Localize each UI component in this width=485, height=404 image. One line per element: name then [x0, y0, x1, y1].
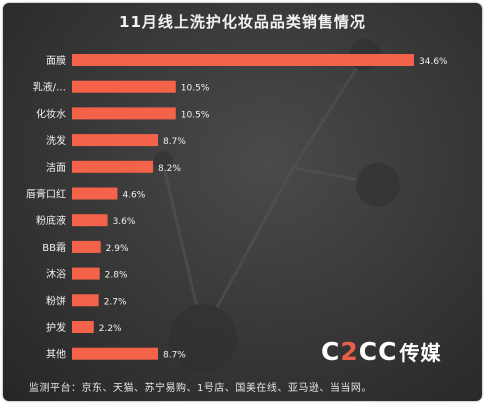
value-label: 34.6% [419, 57, 448, 67]
category-label: 唇膏口红 [26, 188, 66, 201]
bar [72, 134, 158, 147]
value-label: 2.9% [106, 244, 129, 254]
bar [72, 267, 100, 280]
bar [72, 321, 94, 333]
brand-logo: C2CC 传媒 [321, 337, 441, 366]
bars-group: 面膜 34.6% 乳液/… 10.5% 化妆水 10.5% 洗发 8.7% 洁面 8.2% 唇膏口红… [26, 54, 448, 361]
logo-part-media: 传媒 [399, 341, 442, 365]
logo-part-cc: CC [358, 337, 398, 366]
category-label: 面膜 [46, 55, 66, 67]
category-label: 乳液/… [33, 81, 66, 94]
value-label: 3.6% [113, 217, 136, 227]
chart-frame: 面膜 34.6% 乳液/… 10.5% 化妆水 10.5% 洗发 8.7% 洁面 8.2% 唇膏口红… [3, 3, 482, 401]
category-label: 洁面 [46, 161, 66, 174]
bar [72, 240, 101, 253]
category-label: 粉饼 [46, 294, 66, 307]
value-label: 4.6% [122, 191, 145, 201]
category-label: 护发 [46, 321, 66, 334]
logo-part-2: 2 [340, 337, 359, 366]
category-label: 粉底液 [36, 214, 66, 227]
bar [72, 80, 176, 93]
category-label: BB霜 [42, 242, 66, 254]
logo-part-c: C [321, 337, 341, 366]
value-label: 2.2% [99, 324, 122, 334]
value-label: 8.2% [158, 164, 181, 174]
bar-chart: 面膜 34.6% 乳液/… 10.5% 化妆水 10.5% 洗发 8.7% 洁面 8.2% 唇膏口红… [26, 39, 448, 372]
footer-source-note: 监测平台：京东、天猫、苏宁易购、1号店、国美在线、亚马逊、当当网。 [29, 383, 372, 394]
category-label: 沐浴 [46, 268, 66, 281]
chart-title: 11月线上洗护化妆品品类销售情况 [119, 13, 366, 31]
value-label: 8.7% [163, 351, 186, 361]
bar [72, 107, 176, 120]
value-label: 2.7% [104, 297, 127, 307]
bar [72, 160, 154, 173]
value-label: 8.7% [163, 137, 186, 147]
bar [72, 294, 99, 307]
bar [72, 214, 108, 227]
bar [72, 54, 414, 66]
category-label: 其他 [46, 348, 66, 361]
category-label: 洗发 [46, 134, 66, 147]
bar [72, 347, 158, 360]
bar [72, 187, 118, 200]
value-label: 10.5% [181, 110, 210, 120]
value-label: 10.5% [181, 84, 210, 94]
value-label: 2.8% [105, 271, 128, 281]
category-label: 化妆水 [36, 107, 66, 120]
